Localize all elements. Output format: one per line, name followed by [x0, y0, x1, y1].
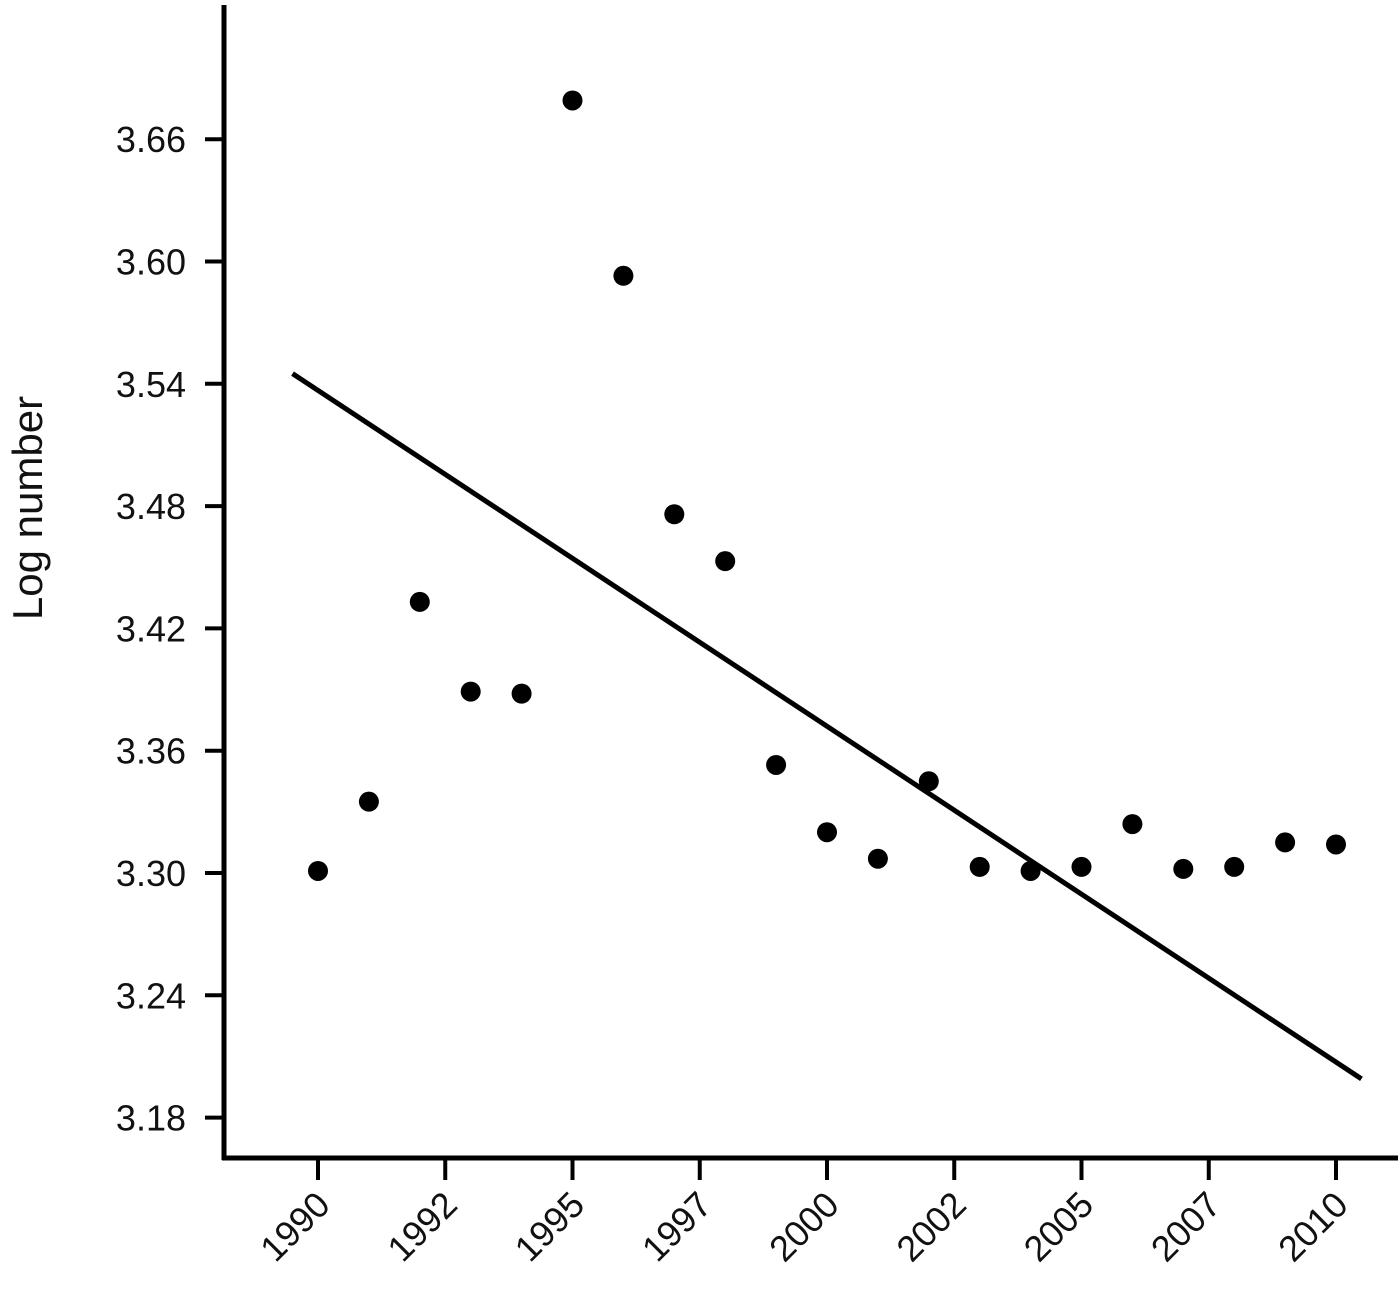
data-point: [1326, 834, 1346, 855]
y-tick-label: 3.54: [116, 364, 186, 405]
data-point: [460, 681, 481, 702]
x-ticks: 1990 1992 1995 1997 2000 2002 2005 2007 2010: [252, 1158, 1356, 1269]
data-point: [358, 791, 379, 812]
x-tick-label: 2007: [1143, 1184, 1229, 1270]
data-point: [918, 771, 939, 792]
data-point: [308, 860, 328, 881]
data-point: [613, 265, 634, 286]
x-tick-label: 2005: [1016, 1184, 1102, 1270]
y-tick-label: 3.66: [116, 119, 186, 160]
data-point: [817, 822, 837, 843]
x-tick-label: 1995: [507, 1184, 593, 1270]
x-tick-label: 2002: [888, 1184, 974, 1270]
data-point: [1020, 860, 1041, 881]
data-point: [1275, 832, 1296, 853]
y-tick-label: 3.48: [116, 486, 186, 527]
data-points: [308, 90, 1346, 881]
data-point: [562, 90, 583, 111]
trend-line-group: [291, 371, 1363, 1081]
data-point: [1071, 856, 1092, 877]
y-tick-label: 3.24: [116, 975, 186, 1016]
y-axis-title: Log number: [4, 396, 51, 620]
data-point: [409, 591, 430, 612]
y-tick-label: 3.42: [116, 608, 186, 649]
data-point: [867, 848, 888, 869]
x-tick-label: 2000: [761, 1184, 847, 1270]
trend-line: [291, 371, 1363, 1081]
y-tick-label: 3.18: [116, 1098, 186, 1139]
x-tick-label: 1997: [634, 1184, 720, 1270]
y-ticks: 3.18 3.24 3.30 3.36 3.42 3.48 3.54 3.60 3.66: [116, 119, 224, 1139]
y-tick-label: 3.36: [116, 731, 186, 772]
x-tick-label: 1990: [252, 1184, 338, 1270]
data-point: [766, 754, 787, 775]
data-point: [511, 683, 532, 704]
y-tick-label: 3.60: [116, 242, 186, 283]
data-point: [969, 856, 990, 877]
data-point: [1173, 858, 1194, 879]
data-point: [1122, 814, 1143, 835]
y-tick-label: 3.30: [116, 853, 186, 894]
data-point: [1224, 856, 1245, 877]
x-tick-label: 1992: [379, 1184, 465, 1270]
x-tick-label: 2010: [1270, 1184, 1356, 1270]
data-point: [715, 551, 736, 572]
data-point: [664, 504, 685, 525]
